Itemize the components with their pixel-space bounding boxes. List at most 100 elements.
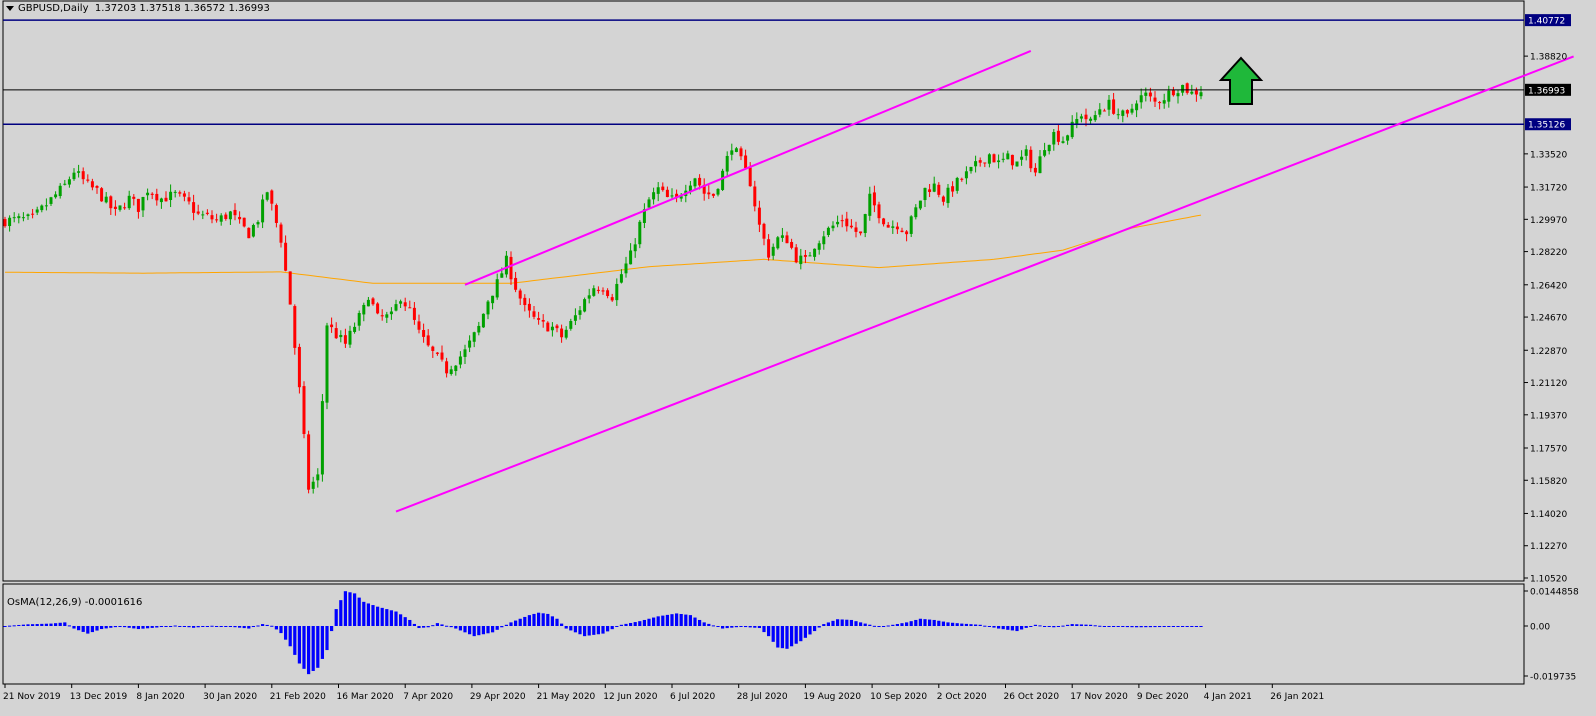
osma-bar: [532, 613, 536, 626]
osma-bar: [1153, 626, 1157, 628]
candle-body: [955, 177, 959, 191]
candle-body: [652, 192, 656, 200]
candle-body: [44, 205, 48, 207]
osma-bar: [320, 626, 324, 659]
osma-bar: [1167, 626, 1171, 627]
osma-bar: [684, 614, 688, 626]
osma-bar: [178, 626, 182, 627]
candle-body: [836, 221, 840, 225]
osma-bar: [629, 622, 633, 626]
candle-body: [1024, 149, 1028, 156]
candle-body: [918, 200, 922, 209]
osma-bar: [491, 626, 495, 633]
osma-bar: [477, 626, 481, 636]
osma-bar: [744, 626, 748, 628]
price-tick-label: 1.10520: [1530, 575, 1567, 585]
candle-body: [394, 304, 398, 311]
osma-bar: [182, 626, 186, 627]
candle-body: [215, 219, 219, 221]
osma-bar: [946, 622, 950, 626]
price-tick-label: 1.12270: [1530, 542, 1567, 552]
price-tick-label: 1.31720: [1530, 184, 1567, 194]
candle-body: [316, 474, 320, 481]
osma-bar: [877, 626, 881, 628]
trend-lines[interactable]: [3, 19, 1574, 513]
osma-bar: [169, 626, 173, 627]
osma-bar: [334, 609, 338, 626]
osma-pane[interactable]: [2, 583, 1525, 685]
osma-bar: [187, 626, 191, 628]
candle-body: [771, 246, 775, 256]
osma-bar: [81, 626, 85, 632]
up-arrow-icon[interactable]: [1218, 56, 1264, 105]
candle-body: [1135, 103, 1139, 111]
osma-tick-label: 0.0144858: [1530, 588, 1579, 598]
candle-body: [799, 255, 803, 265]
candle-body: [90, 181, 94, 188]
candle-body: [118, 205, 122, 210]
candle-body: [1015, 161, 1019, 167]
candle-body: [127, 195, 131, 209]
candle-body: [187, 197, 191, 202]
candle-body: [454, 365, 458, 372]
candle-body: [169, 191, 173, 201]
time-tick-label: 13 Dec 2019: [70, 692, 128, 702]
candle-body: [748, 167, 752, 187]
candle-body: [440, 352, 444, 360]
osma-bar: [504, 624, 508, 626]
candle-body: [385, 314, 389, 318]
candle-body: [923, 187, 927, 201]
osma-bar: [256, 625, 260, 627]
candle-body: [247, 227, 251, 239]
candle-body: [495, 279, 499, 298]
candle-body: [1038, 156, 1042, 174]
osma-bar: [104, 626, 108, 629]
osma-bar: [339, 600, 343, 626]
osma-bar: [799, 626, 803, 642]
candle-body: [1043, 150, 1047, 156]
candle-body: [932, 183, 936, 192]
candle-body: [757, 207, 761, 225]
osma-bar: [366, 603, 370, 626]
candle-body: [776, 237, 780, 249]
candle-body: [997, 160, 1001, 163]
time-tick-label: 12 Jun 2020: [603, 692, 657, 702]
candle-body: [311, 481, 315, 489]
osma-bar: [228, 626, 232, 627]
candle-body: [371, 298, 375, 305]
time-tick-label: 21 Feb 2020: [270, 692, 326, 702]
osma-bar: [389, 610, 393, 626]
osma-bar: [955, 623, 959, 626]
candle-body: [307, 434, 311, 490]
candle-body: [504, 255, 508, 275]
candle-body: [1098, 109, 1102, 115]
candle-body: [463, 349, 467, 357]
candle-body: [348, 330, 352, 345]
osma-bar: [780, 626, 784, 649]
candle-body: [477, 325, 481, 333]
candle-body: [1001, 158, 1005, 160]
candle-body: [514, 277, 518, 290]
candle-body: [426, 335, 430, 346]
osma-bar: [1158, 626, 1162, 628]
candle-body: [325, 325, 329, 403]
osma-bar: [1116, 626, 1120, 627]
osma-bar: [730, 626, 734, 628]
candle-body: [136, 198, 140, 212]
osma-bar: [914, 619, 918, 626]
candle-body: [1158, 102, 1162, 104]
candle-body: [123, 207, 127, 209]
osma-bar: [343, 591, 347, 626]
price-tick-label: 1.22870: [1530, 347, 1567, 357]
osma-bar: [615, 626, 619, 627]
main-pane[interactable]: [2, 0, 1525, 582]
osma-bar: [771, 626, 775, 642]
osma-bar: [1185, 626, 1189, 627]
osma-bar: [247, 626, 251, 629]
chart-title: GBPUSD,Daily 1.37203 1.37518 1.36572 1.3…: [6, 3, 270, 14]
candle-body: [95, 185, 99, 188]
candle-body: [1093, 115, 1097, 121]
osma-bar: [997, 626, 1001, 629]
osma-bar: [284, 626, 288, 640]
